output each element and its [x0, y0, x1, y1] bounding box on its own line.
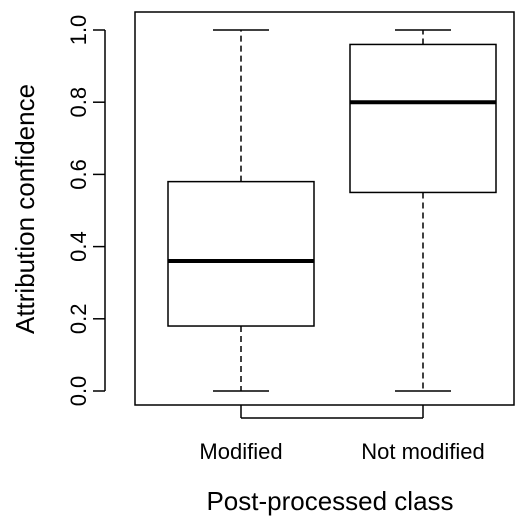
y-tick-label: 1.0 [66, 15, 91, 46]
plot-frame [134, 11, 515, 406]
x-tick-label: Not modified [361, 439, 485, 464]
y-tick-label: 0.8 [66, 87, 91, 118]
x-axis-label: Post-processed class [206, 486, 453, 516]
iqr-box [349, 43, 497, 194]
y-tick-label: 0.6 [66, 159, 91, 190]
y-tick-label: 0.2 [66, 304, 91, 335]
y-tick-label: 0.0 [66, 376, 91, 407]
iqr-box [167, 180, 315, 327]
x-tick-label: Modified [199, 439, 282, 464]
y-axis-label: Attribution confidence [10, 84, 40, 334]
y-tick-label: 0.4 [66, 231, 91, 262]
